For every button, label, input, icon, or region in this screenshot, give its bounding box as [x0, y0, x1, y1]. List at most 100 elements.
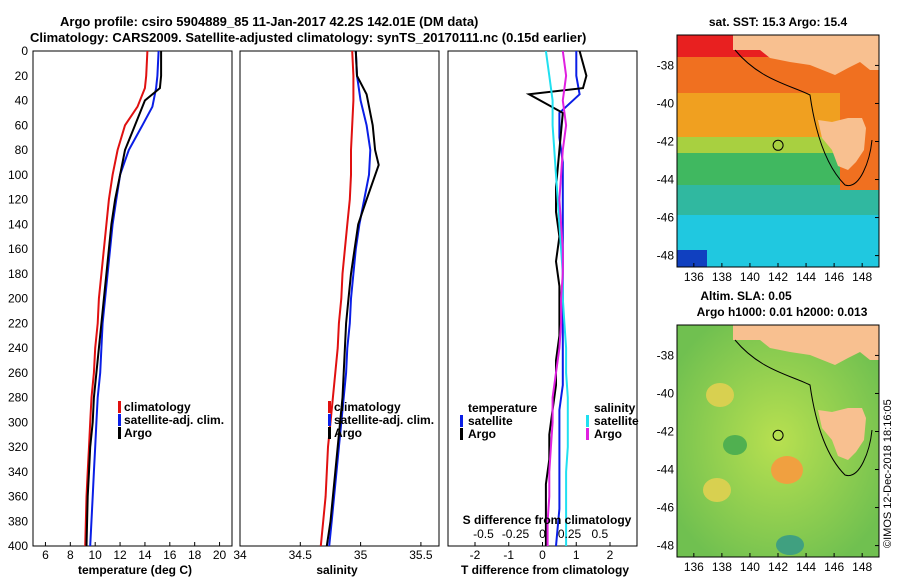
temperature-legend: climatology satellite-adj. clim. Argo [118, 400, 224, 440]
series-t-argo [525, 51, 588, 546]
x-tick-label: 34.5 [289, 548, 313, 562]
series-satellite-adj-clim- [89, 51, 160, 546]
map-x-tick-label: 136 [684, 270, 704, 284]
map-x-tick-label: 142 [768, 270, 788, 284]
legend-swatch-satellite [328, 414, 331, 426]
difference-legend-temperature: temperature satellite Argo [460, 401, 538, 441]
map-x-tick-label: 136 [684, 560, 704, 574]
series-s-argo [546, 51, 568, 546]
legend-swatch-t-argo [460, 428, 463, 440]
series-climatology [319, 51, 355, 546]
legend-swatch-s-argo [586, 428, 589, 440]
map-y-tick-label: -44 [657, 173, 675, 187]
sla-high-anomaly [771, 456, 803, 484]
sla-mainland [733, 325, 879, 365]
map-x-tick-label: 144 [796, 560, 816, 574]
legend-satellite: satellite-adj. clim. [124, 413, 224, 427]
x-tick-label: 34 [233, 548, 247, 562]
difference-xlabel-top: S difference from climatology [463, 513, 632, 527]
sst-map-panel: sat. SST: 15.3 Argo: 15.4 136 138 140 142 14… [657, 15, 880, 284]
x-tick-label: 20 [213, 548, 227, 562]
legend-swatch-argo [118, 427, 121, 439]
series-argo [325, 51, 380, 546]
legend-argo: Argo [124, 426, 152, 440]
depth-tick-label: 160 [8, 242, 28, 256]
sla-tasmania [818, 408, 866, 460]
map-x-tick-label: 140 [740, 270, 760, 284]
series-s-satellite [544, 51, 569, 546]
depth-tick-label: 400 [8, 539, 28, 553]
x-tick-label-top: -0.25 [502, 527, 530, 541]
sla-map-title: Altim. SLA: 0.05 [700, 289, 792, 303]
depth-tick-label: 240 [8, 341, 28, 355]
x-tick-label: 12 [113, 548, 127, 562]
map-x-tick-label: 148 [852, 560, 872, 574]
depth-tick-label: 260 [8, 366, 28, 380]
depth-tick-label: 300 [8, 415, 28, 429]
x-tick-label: 0 [539, 548, 546, 562]
sst-argo-position [772, 139, 784, 151]
difference-panel: -2 -1 0 1 2 -0.5 -0.25 0 0.25 0.5 T difference f… [447, 50, 639, 577]
map-y-tick-label: -44 [657, 463, 675, 477]
map-y-tick-label: -42 [657, 134, 675, 148]
salinity-legend: climatology satellite-adj. clim. Argo [328, 400, 434, 440]
depth-tick-label: 60 [15, 118, 29, 132]
sla-argo-position [772, 429, 784, 441]
depth-tick-label: 40 [15, 94, 29, 108]
legend-swatch-s-satellite [586, 415, 589, 427]
difference-plot-frame [447, 50, 638, 547]
depth-tick-label: 140 [8, 217, 28, 231]
legend-climatology: climatology [334, 400, 401, 414]
legend-swatch-climatology [118, 401, 121, 413]
credit-text: ©IMOS 12-Dec-2018 18:16:05 [882, 399, 894, 548]
x-tick-label-top: -0.5 [473, 527, 494, 541]
map-y-tick-label: -48 [657, 539, 675, 553]
x-tick-label: 8 [67, 548, 74, 562]
sla-low-anomaly [776, 535, 804, 555]
map-x-tick-label: 144 [796, 270, 816, 284]
x-tick-label: -2 [470, 548, 481, 562]
series-climatology [84, 51, 149, 546]
depth-tick-label: 200 [8, 292, 28, 306]
map-y-tick-label: -42 [657, 424, 675, 438]
depth-tick-label: 340 [8, 465, 28, 479]
sst-mainland [733, 35, 879, 75]
map-x-tick-label: 146 [824, 270, 844, 284]
x-tick-label: 35 [354, 548, 368, 562]
sla-isobath [734, 339, 873, 476]
sla-high-anomaly [706, 383, 734, 407]
map-x-tick-label: 140 [740, 560, 760, 574]
x-tick-label: -1 [503, 548, 514, 562]
legend-argo: Argo [334, 426, 362, 440]
sla-map-panel: Altim. SLA: 0.05 Argo h1000: 0.01 h2000:… [657, 289, 880, 574]
map-x-tick-label: 138 [712, 560, 732, 574]
temperature-plot-frame [32, 50, 233, 547]
depth-tick-label: 80 [15, 143, 29, 157]
x-tick-label-top: 0 [539, 527, 546, 541]
depth-tick-label: 360 [8, 490, 28, 504]
legend-s-argo: Argo [594, 427, 622, 441]
x-tick-label: 14 [138, 548, 152, 562]
sla-high-anomaly [703, 478, 731, 502]
sla-low-anomaly [723, 435, 747, 455]
legend-swatch-climatology [328, 401, 331, 413]
x-tick-label: 1 [573, 548, 580, 562]
map-y-tick-label: -38 [657, 348, 675, 362]
difference-legend-salinity: salinity satellite Argo [586, 401, 639, 441]
depth-tick-label: 280 [8, 391, 28, 405]
sst-isobath [734, 49, 873, 186]
map-y-tick-label: -48 [657, 249, 675, 263]
legend-title-temperature: temperature [468, 401, 538, 415]
series-argo [85, 51, 163, 546]
x-tick-label: 35.5 [409, 548, 433, 562]
depth-tick-label: 120 [8, 193, 28, 207]
title-line-2: Climatology: CARS2009. Satellite-adjuste… [30, 30, 587, 45]
difference-xlabel: T difference from climatology [461, 563, 629, 577]
legend-t-satellite: satellite [468, 414, 513, 428]
map-y-tick-label: -40 [657, 96, 675, 110]
legend-swatch-argo [328, 427, 331, 439]
sst-tasmania [818, 118, 866, 170]
salinity-xlabel: salinity [316, 563, 358, 577]
legend-t-argo: Argo [468, 427, 496, 441]
